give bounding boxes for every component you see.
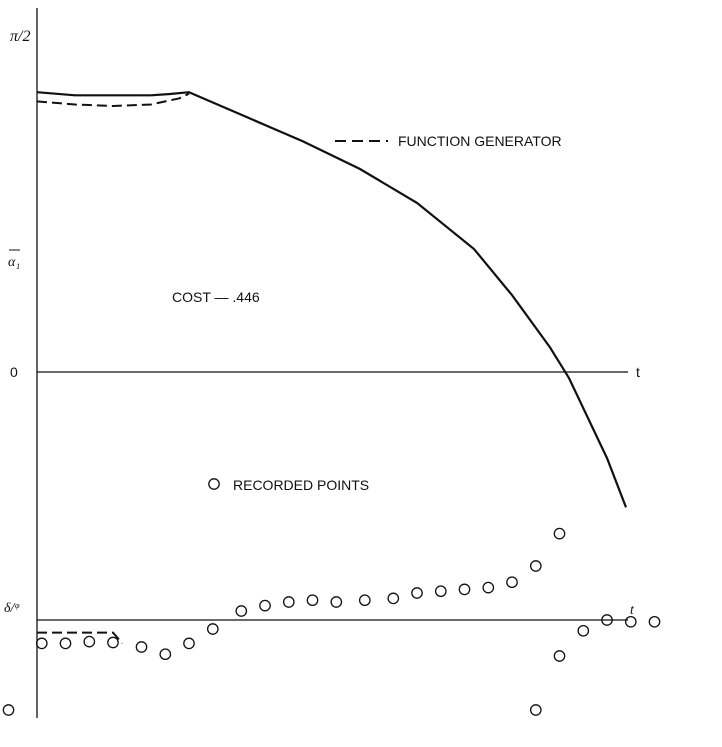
delta-phi-label: δ/ᵠ — [4, 601, 19, 616]
upper-dashed-series — [36, 92, 190, 108]
recorded-point — [206, 623, 219, 635]
legend-function-generator: FUNCTION GENERATOR — [398, 133, 562, 149]
cost-annotation: COST — .446 — [172, 289, 260, 305]
recorded-point — [553, 650, 566, 662]
recorded-point — [624, 615, 637, 628]
recorded-point — [577, 624, 590, 637]
zero-label: 0 — [10, 364, 18, 380]
recorded-point — [358, 594, 371, 607]
recorded-point — [506, 576, 518, 589]
legend-circle-sample — [208, 478, 220, 490]
recorded-point — [529, 704, 542, 716]
recorded-point — [458, 583, 471, 596]
recorded-point — [387, 592, 400, 605]
recorded-point — [2, 704, 15, 716]
recorded-point — [159, 648, 172, 661]
recorded-point — [601, 614, 613, 626]
legend-recorded-points: RECORDED POINTS — [233, 477, 369, 493]
upper-solid-series — [36, 91, 628, 508]
recorded-point — [553, 527, 566, 540]
t-label-lower: t — [630, 603, 635, 618]
recorded-point — [259, 599, 271, 612]
recorded-point — [434, 585, 447, 598]
recorded-point — [648, 615, 661, 628]
recorded-point — [282, 596, 295, 608]
recorded-point — [482, 581, 495, 594]
recorded-point — [59, 637, 72, 650]
recorded-point — [83, 635, 96, 648]
recorded-point — [235, 605, 248, 617]
recorded-point — [135, 641, 148, 653]
t-label-upper: t — [636, 364, 640, 380]
recorded-points-group — [2, 527, 661, 716]
recorded-point — [306, 594, 319, 607]
recorded-point — [330, 596, 343, 608]
recorded-point — [411, 587, 423, 599]
lower-dashed-series — [37, 631, 124, 645]
pi-half-label: π/2 — [10, 28, 30, 45]
recorded-point — [183, 637, 195, 650]
recorded-point — [107, 636, 119, 649]
alpha-label: α₁ — [8, 255, 20, 270]
recorded-point — [529, 560, 542, 572]
recorded-point — [35, 637, 48, 650]
